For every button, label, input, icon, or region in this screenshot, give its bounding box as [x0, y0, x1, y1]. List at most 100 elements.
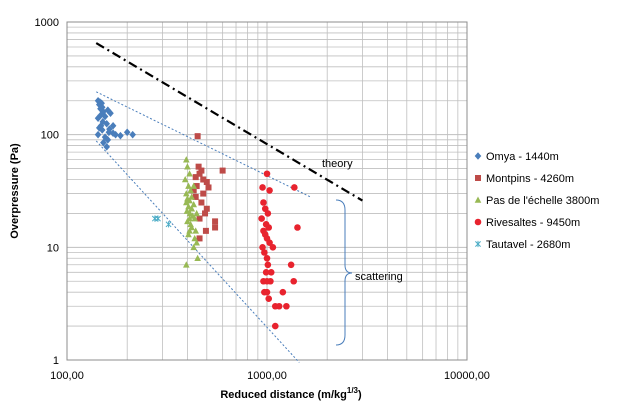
data-point [205, 184, 212, 191]
data-point [294, 224, 301, 231]
data-point [200, 190, 207, 197]
data-point [195, 163, 202, 170]
data-point [188, 205, 195, 212]
data-point [95, 124, 103, 132]
data-point [192, 193, 199, 200]
data-point [94, 114, 102, 123]
legend-label: Tautavel - 2680m [486, 239, 570, 251]
series-2 [181, 156, 201, 268]
series-4 [151, 215, 172, 228]
data-point [196, 235, 203, 242]
data-point [101, 112, 109, 121]
data-point [267, 277, 274, 285]
x-tick-label: 100,00 [50, 370, 84, 382]
legend-item: Tautavel - 2680m [475, 239, 570, 251]
theory-annotation: theory [322, 158, 353, 170]
data-point [258, 215, 265, 222]
tick-labels: 100,00 1000,00 10000,00 1 10 100 1000 [35, 17, 490, 382]
data-point [196, 170, 203, 177]
legend-item: Omya - 1440m [474, 151, 559, 163]
data-point [107, 109, 114, 118]
series-1 [190, 133, 226, 242]
legend-label: Omya - 1440m [486, 151, 559, 163]
data-point [212, 218, 219, 225]
data-point [155, 215, 161, 222]
data-point [191, 215, 198, 222]
data-point [186, 215, 193, 222]
data-point [186, 227, 193, 234]
legend-marker [474, 196, 482, 203]
data-point [104, 136, 112, 144]
y-axis-title: Overpressure (Pa) [9, 143, 21, 239]
data-point [287, 261, 295, 269]
data-point [260, 199, 267, 206]
data-point [262, 269, 270, 276]
data-point [123, 128, 131, 137]
scattering-annotation: scattering [355, 271, 403, 283]
data-point [183, 198, 190, 206]
plot-area [66, 21, 468, 361]
data-point [203, 205, 210, 212]
legend: Omya - 1440m Montpins - 4260m Pas de l'éch… [474, 151, 599, 251]
data-point [219, 167, 226, 174]
data-point [194, 254, 201, 262]
legend-item: Rivesaltes - 9450m [474, 217, 580, 229]
data-point [203, 179, 210, 186]
data-point [193, 239, 200, 246]
data-point [200, 176, 207, 183]
data-point [109, 129, 117, 138]
data-point [196, 215, 203, 222]
series-3 [258, 170, 301, 330]
x-tick-label: 10000,00 [444, 370, 490, 382]
y-tick-label: 100 [41, 130, 59, 142]
data-point [190, 187, 197, 194]
data-point [194, 133, 201, 140]
legend-label: Montpins - 4260m [486, 173, 574, 185]
data-point [103, 143, 111, 151]
data-point [98, 126, 106, 134]
data-point [112, 130, 119, 139]
data-point [266, 239, 273, 246]
x-tick-label: 1000,00 [247, 370, 287, 382]
data-point [291, 184, 298, 191]
data-point [193, 183, 200, 190]
data-point [264, 261, 272, 269]
legend-marker [474, 218, 482, 226]
legend-label: Rivesaltes - 9450m [486, 217, 580, 229]
data-point [191, 234, 198, 242]
data-point [265, 224, 273, 231]
data-point [183, 207, 191, 214]
data-point [184, 163, 191, 170]
data-point [261, 249, 268, 256]
data-point [192, 174, 199, 181]
data-point [106, 125, 113, 133]
data-point [263, 254, 271, 262]
data-point [198, 167, 205, 174]
legend-label: Pas de l'échelle 3800m [486, 195, 599, 207]
data-point [279, 288, 287, 296]
legend-marker [475, 175, 481, 181]
data-point [267, 269, 275, 276]
data-point [198, 199, 205, 206]
data-point [103, 119, 111, 128]
y-tick-label: 10 [47, 242, 59, 254]
data-point [186, 197, 193, 204]
data-point [165, 221, 172, 228]
data-point [275, 302, 283, 310]
data-point [202, 227, 209, 234]
data-point [202, 210, 209, 217]
data-point [151, 215, 158, 222]
data-point [101, 133, 109, 141]
data-point [190, 243, 197, 251]
data-point [263, 288, 271, 296]
data-point [100, 138, 107, 147]
data-point [185, 182, 192, 189]
data-point [264, 210, 272, 217]
legend-marker [475, 240, 481, 248]
data-point [183, 156, 190, 163]
data-point [266, 187, 273, 194]
data-point [190, 200, 197, 208]
y-tick-label: 1 [53, 355, 59, 367]
